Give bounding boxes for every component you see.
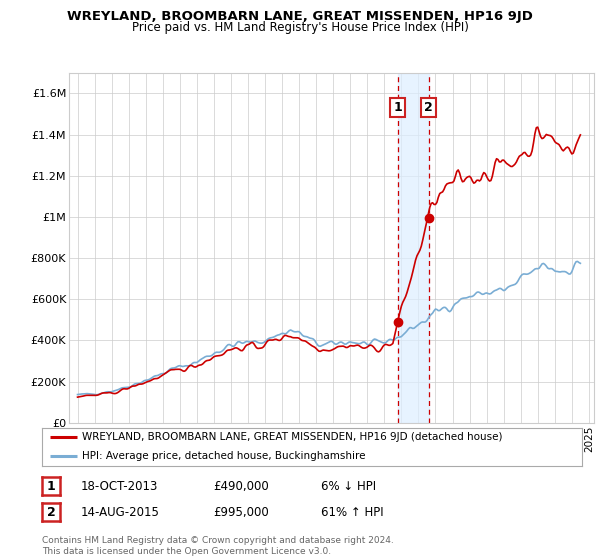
Text: 1: 1	[394, 101, 403, 114]
Text: £490,000: £490,000	[213, 479, 269, 493]
Text: Price paid vs. HM Land Registry's House Price Index (HPI): Price paid vs. HM Land Registry's House …	[131, 21, 469, 34]
Text: WREYLAND, BROOMBARN LANE, GREAT MISSENDEN, HP16 9JD (detached house): WREYLAND, BROOMBARN LANE, GREAT MISSENDE…	[83, 432, 503, 442]
Text: WREYLAND, BROOMBARN LANE, GREAT MISSENDEN, HP16 9JD: WREYLAND, BROOMBARN LANE, GREAT MISSENDE…	[67, 10, 533, 23]
Text: 61% ↑ HPI: 61% ↑ HPI	[321, 506, 383, 519]
Text: 1: 1	[47, 479, 55, 493]
Text: 2: 2	[424, 101, 433, 114]
Text: 18-OCT-2013: 18-OCT-2013	[81, 479, 158, 493]
Text: 6% ↓ HPI: 6% ↓ HPI	[321, 479, 376, 493]
Text: £995,000: £995,000	[213, 506, 269, 519]
Text: 2: 2	[47, 506, 55, 519]
Bar	[398, 73, 428, 423]
Text: HPI: Average price, detached house, Buckinghamshire: HPI: Average price, detached house, Buck…	[83, 451, 366, 461]
Text: Contains HM Land Registry data © Crown copyright and database right 2024.
This d: Contains HM Land Registry data © Crown c…	[42, 536, 394, 556]
Text: 14-AUG-2015: 14-AUG-2015	[81, 506, 160, 519]
